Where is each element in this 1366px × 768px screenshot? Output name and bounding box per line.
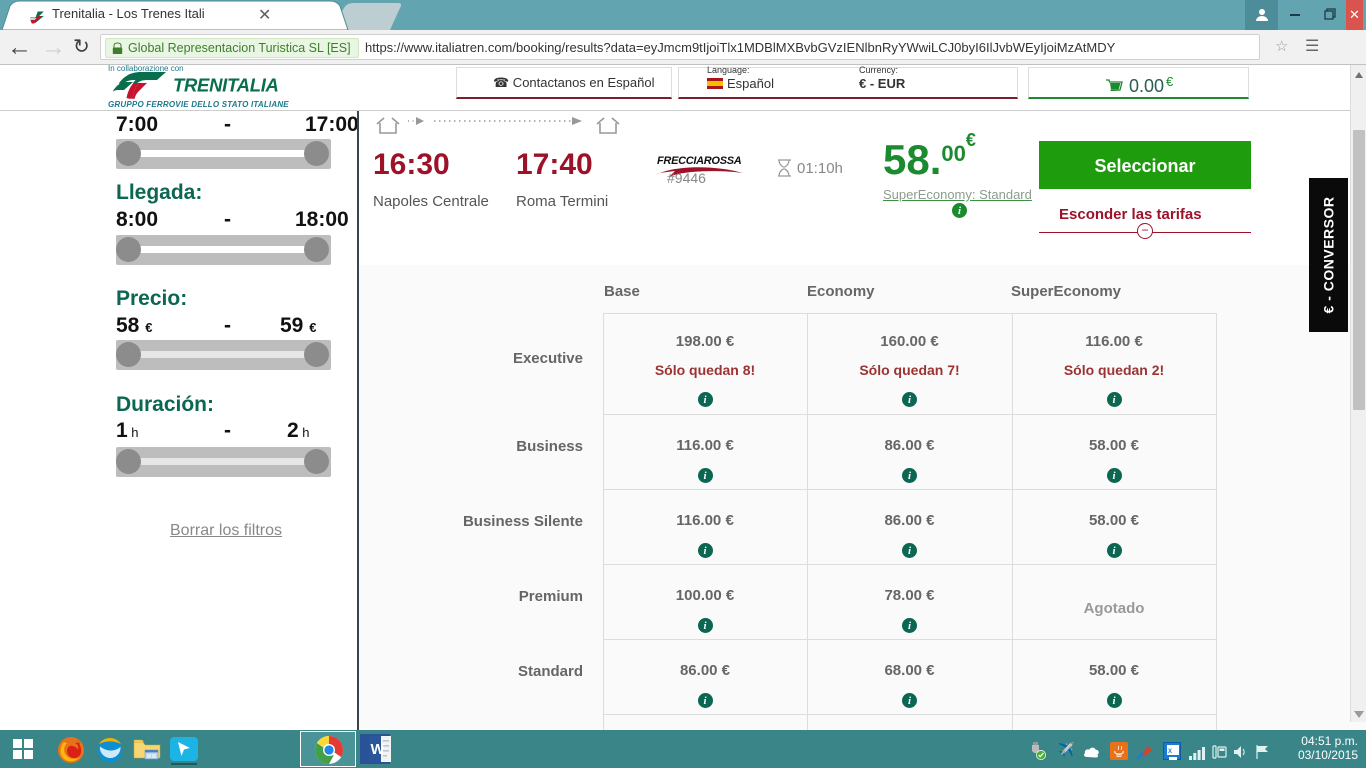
svg-text:X: X (1168, 749, 1172, 755)
svg-text:TRENITALIA: TRENITALIA (173, 75, 279, 96)
